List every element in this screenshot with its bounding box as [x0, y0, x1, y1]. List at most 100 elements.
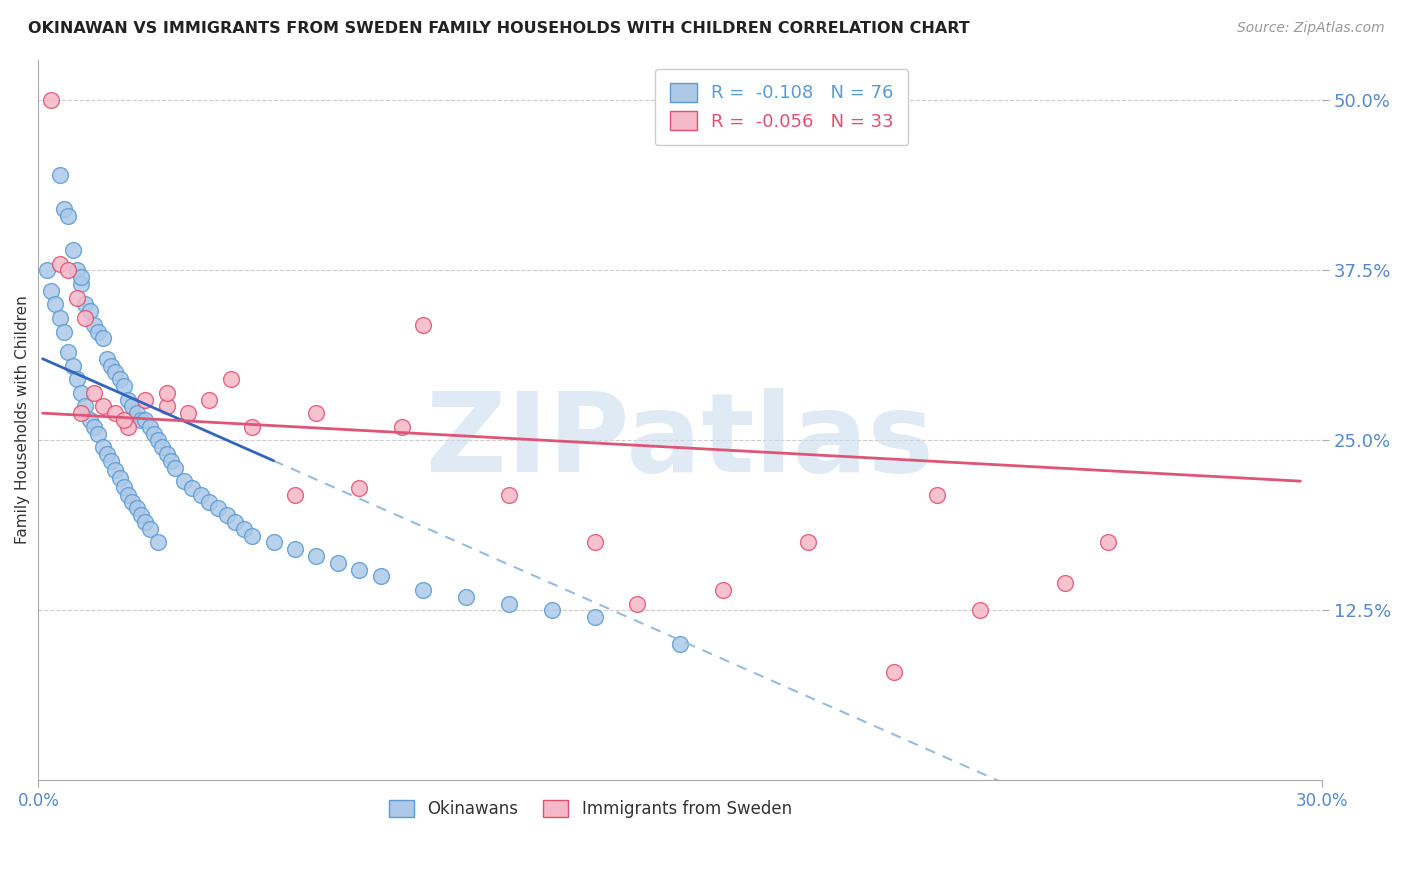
Point	[540, 603, 562, 617]
Point	[134, 392, 156, 407]
Point	[58, 209, 80, 223]
Point	[138, 522, 160, 536]
Point	[797, 535, 820, 549]
Point	[284, 542, 307, 557]
Point	[326, 556, 349, 570]
Point	[181, 481, 204, 495]
Point	[146, 535, 169, 549]
Point	[79, 304, 101, 318]
Point	[62, 243, 84, 257]
Point	[125, 501, 148, 516]
Y-axis label: Family Households with Children: Family Households with Children	[15, 295, 30, 544]
Point	[669, 637, 692, 651]
Point	[58, 263, 80, 277]
Point	[112, 413, 135, 427]
Point	[100, 454, 122, 468]
Point	[925, 488, 948, 502]
Point	[219, 372, 242, 386]
Point	[129, 413, 152, 427]
Point	[70, 277, 93, 291]
Point	[75, 297, 97, 311]
Point	[1054, 576, 1077, 591]
Point	[207, 501, 229, 516]
Point	[112, 479, 135, 493]
Point	[146, 434, 169, 448]
Point	[87, 325, 110, 339]
Point	[39, 94, 62, 108]
Point	[75, 400, 97, 414]
Point	[108, 471, 131, 485]
Point	[284, 488, 307, 502]
Point	[91, 400, 114, 414]
Point	[70, 385, 93, 400]
Point	[240, 528, 263, 542]
Point	[456, 590, 478, 604]
Point	[152, 440, 174, 454]
Point	[117, 488, 139, 502]
Point	[121, 400, 143, 414]
Point	[48, 310, 70, 325]
Point	[412, 318, 434, 332]
Point	[117, 392, 139, 407]
Point	[198, 494, 221, 508]
Point	[711, 582, 734, 597]
Point	[224, 515, 246, 529]
Point	[104, 463, 127, 477]
Text: ZIPatlas: ZIPatlas	[426, 388, 934, 495]
Point	[156, 447, 179, 461]
Point	[66, 263, 89, 277]
Point	[104, 365, 127, 379]
Point	[883, 665, 905, 679]
Text: OKINAWAN VS IMMIGRANTS FROM SWEDEN FAMILY HOUSEHOLDS WITH CHILDREN CORRELATION C: OKINAWAN VS IMMIGRANTS FROM SWEDEN FAMIL…	[28, 21, 970, 36]
Point	[347, 481, 370, 495]
Point	[125, 406, 148, 420]
Point	[39, 284, 62, 298]
Point	[412, 582, 434, 597]
Point	[305, 406, 328, 420]
Point	[53, 325, 76, 339]
Point	[134, 515, 156, 529]
Point	[117, 419, 139, 434]
Text: Source: ZipAtlas.com: Source: ZipAtlas.com	[1237, 21, 1385, 35]
Point	[70, 406, 93, 420]
Point	[62, 359, 84, 373]
Point	[108, 372, 131, 386]
Point	[215, 508, 238, 523]
Point	[498, 488, 520, 502]
Legend: Okinawans, Immigrants from Sweden: Okinawans, Immigrants from Sweden	[381, 791, 800, 826]
Point	[83, 385, 105, 400]
Point	[1097, 535, 1119, 549]
Point	[498, 597, 520, 611]
Point	[58, 345, 80, 359]
Point	[156, 385, 179, 400]
Point	[583, 535, 606, 549]
Point	[79, 413, 101, 427]
Point	[53, 202, 76, 217]
Point	[48, 168, 70, 182]
Point	[305, 549, 328, 563]
Point	[240, 419, 263, 434]
Point	[66, 372, 89, 386]
Point	[626, 597, 648, 611]
Point	[583, 610, 606, 624]
Point	[165, 460, 187, 475]
Point	[142, 426, 165, 441]
Point	[75, 310, 97, 325]
Point	[198, 392, 221, 407]
Point	[112, 379, 135, 393]
Point	[232, 522, 254, 536]
Point	[370, 569, 392, 583]
Point	[347, 562, 370, 576]
Point	[104, 406, 127, 420]
Point	[91, 440, 114, 454]
Point	[134, 413, 156, 427]
Point	[177, 406, 200, 420]
Point	[391, 419, 413, 434]
Point	[70, 270, 93, 285]
Point	[156, 400, 179, 414]
Point	[83, 419, 105, 434]
Point	[44, 297, 66, 311]
Point	[91, 331, 114, 345]
Point	[35, 263, 58, 277]
Point	[129, 508, 152, 523]
